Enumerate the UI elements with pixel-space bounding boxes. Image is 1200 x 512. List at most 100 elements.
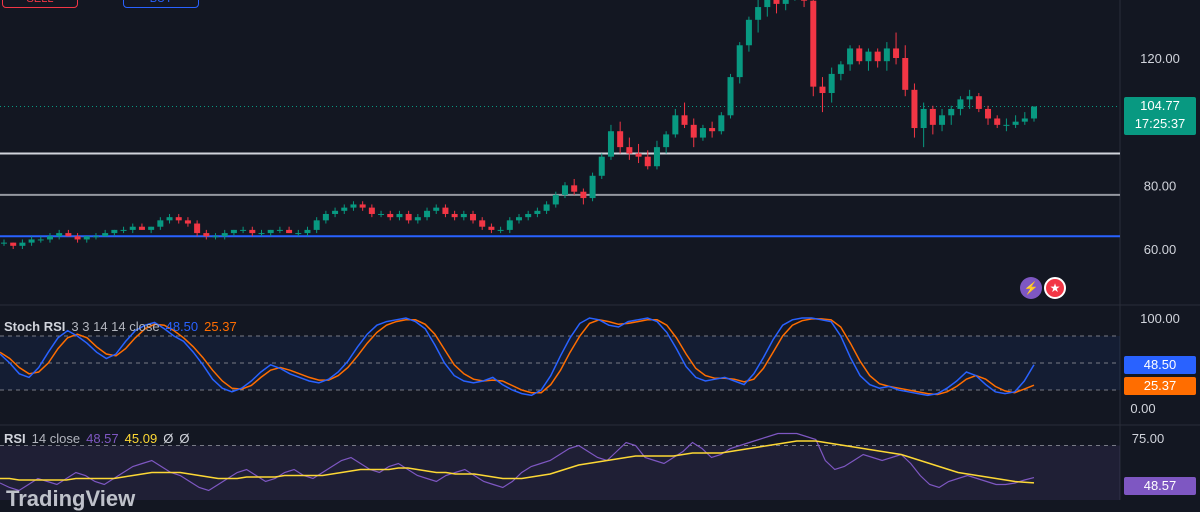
candle-body bbox=[267, 229, 274, 234]
last-price-tag: 104.77 17:25:37 bbox=[1124, 97, 1196, 135]
candle-body bbox=[28, 239, 35, 243]
candle-body bbox=[148, 226, 155, 230]
candle-body bbox=[258, 233, 265, 235]
candle-body bbox=[552, 194, 559, 205]
candle-body bbox=[46, 236, 53, 240]
candle-body bbox=[939, 115, 946, 125]
candle-body bbox=[276, 229, 283, 231]
candle-body bbox=[332, 210, 339, 214]
stoch-rsi-params: 3 3 14 14 close bbox=[71, 319, 160, 334]
candle-body bbox=[819, 86, 826, 94]
candle-body bbox=[902, 58, 909, 90]
candle-body bbox=[699, 128, 706, 138]
candle-body bbox=[396, 213, 403, 218]
candle-body bbox=[129, 226, 136, 230]
candle-body bbox=[516, 217, 522, 221]
candle-body bbox=[736, 45, 743, 78]
stoch-d-line bbox=[0, 318, 1035, 396]
candle-body bbox=[83, 236, 90, 240]
candle-body bbox=[883, 48, 890, 62]
candle-body bbox=[19, 242, 26, 246]
candle-body bbox=[488, 226, 495, 230]
grid-lines bbox=[0, 0, 1200, 500]
candle-body bbox=[157, 220, 164, 227]
candle-body bbox=[837, 64, 844, 74]
candle-body bbox=[175, 217, 182, 221]
candle-body bbox=[368, 207, 375, 214]
rsi-value-tag: 48.57 bbox=[1124, 477, 1196, 495]
price-tick-label: 120.00 bbox=[1140, 51, 1180, 66]
candle-body bbox=[920, 108, 927, 129]
rsi-extra-1: Ø bbox=[163, 431, 174, 446]
rsi-ma-line bbox=[0, 440, 1035, 484]
candle-body bbox=[1021, 118, 1028, 122]
stoch-k-line bbox=[0, 317, 1035, 397]
stoch-k-value: 48.50 bbox=[165, 319, 199, 334]
candle-body bbox=[1003, 124, 1010, 126]
candle-body bbox=[773, 0, 780, 4]
candle-body bbox=[663, 134, 670, 148]
chart-canvas[interactable]: 120.00 80.00 60.00 100.00 0.00 75.00 bbox=[0, 0, 1200, 500]
candle-body bbox=[929, 108, 936, 125]
candle-body bbox=[313, 220, 320, 230]
candle-body bbox=[240, 229, 247, 231]
candle-body bbox=[525, 213, 532, 218]
rsi-pane: 75.00 bbox=[0, 431, 1164, 500]
rsi-extra-2: Ø bbox=[179, 431, 190, 446]
candle-body bbox=[378, 213, 385, 215]
rsi-tick-label: 75.00 bbox=[1132, 431, 1165, 446]
tradingview-watermark: TradingView bbox=[6, 486, 136, 511]
candle-body bbox=[571, 185, 578, 192]
candle-body bbox=[479, 220, 486, 227]
candle-body bbox=[948, 108, 955, 116]
candle-body bbox=[102, 233, 109, 237]
candle-body bbox=[304, 229, 311, 234]
candle-body bbox=[138, 226, 145, 230]
price-tick-label: 60.00 bbox=[1144, 242, 1177, 257]
candle-body bbox=[727, 77, 734, 116]
candle-body bbox=[74, 236, 81, 240]
candle-body bbox=[56, 233, 63, 237]
candle-body bbox=[635, 153, 642, 157]
candle-body bbox=[598, 156, 605, 176]
lightning-icon[interactable]: ⚡ bbox=[1020, 277, 1042, 299]
us-flag-icon[interactable]: ★ bbox=[1044, 277, 1066, 299]
sell-button[interactable]: SELL bbox=[2, 0, 78, 8]
stoch-rsi-pane: 100.00 0.00 bbox=[0, 311, 1180, 416]
rsi-ma-value: 45.09 bbox=[124, 431, 158, 446]
candle-body bbox=[194, 223, 201, 234]
candle-body bbox=[37, 239, 44, 241]
stoch-rsi-legend[interactable]: Stoch RSI 3 3 14 14 close 48.50 25.37 bbox=[4, 319, 237, 334]
candle-body bbox=[405, 213, 412, 221]
price-tick-label: 80.00 bbox=[1144, 178, 1177, 193]
candle-body bbox=[644, 156, 651, 167]
candle-body bbox=[350, 204, 357, 208]
candle-body bbox=[828, 73, 835, 94]
candle-body bbox=[424, 210, 431, 218]
candle-body bbox=[847, 48, 854, 65]
candle-body bbox=[782, 0, 789, 4]
candle-body bbox=[65, 233, 72, 237]
candle-body bbox=[534, 210, 541, 214]
candle-body bbox=[626, 147, 633, 154]
rsi-legend[interactable]: RSI 14 close 48.57 45.09 Ø Ø bbox=[4, 431, 189, 446]
candle-body bbox=[589, 175, 596, 199]
indicator-icons: ⚡ ★ bbox=[1020, 277, 1066, 299]
stoch-d-value: 25.37 bbox=[204, 319, 237, 334]
buy-button[interactable]: BUY bbox=[123, 0, 199, 8]
horizontal-levels[interactable] bbox=[0, 105, 1120, 238]
candle-body bbox=[203, 233, 210, 237]
stoch-tick-label: 0.00 bbox=[1130, 401, 1155, 416]
candle-body bbox=[856, 48, 863, 62]
last-price-value: 104.77 bbox=[1140, 98, 1180, 113]
candle-body bbox=[286, 229, 293, 234]
candle-body bbox=[506, 220, 513, 230]
candle-body bbox=[497, 229, 504, 231]
candle-body bbox=[755, 7, 762, 20]
rsi-title: RSI bbox=[4, 431, 26, 446]
candle-body bbox=[111, 229, 118, 234]
candle-body bbox=[1, 242, 7, 244]
candle-body bbox=[184, 220, 191, 224]
candle-body bbox=[387, 213, 394, 218]
rsi-params: 14 close bbox=[31, 431, 81, 446]
